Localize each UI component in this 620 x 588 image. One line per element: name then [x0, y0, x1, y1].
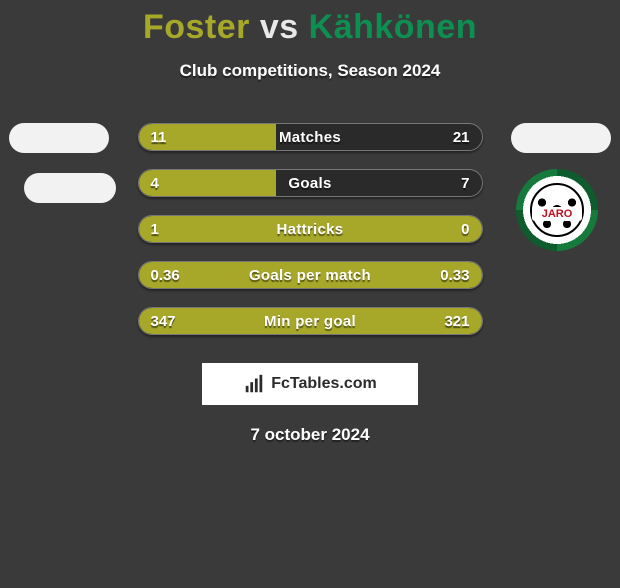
club-name-banner: JARO [532, 207, 582, 221]
stat-value-right: 21 [453, 124, 470, 150]
stat-row: 1Hattricks0 [138, 215, 483, 243]
brand-text: FcTables.com [271, 375, 377, 393]
stat-row: 0.36Goals per match0.33 [138, 261, 483, 289]
stat-label: Goals per match [139, 262, 482, 288]
player1-name: Foster [143, 8, 250, 46]
brand-box[interactable]: FcTables.com [202, 363, 418, 405]
subtitle: Club competitions, Season 2024 [0, 61, 620, 81]
player1-club-badge [24, 173, 116, 203]
stat-value-right: 0.33 [440, 262, 469, 288]
stat-row: 347Min per goal321 [138, 307, 483, 335]
comparison-content: JARO 11Matches21 4Goals7 1Hattricks0 0.36Go… [0, 123, 620, 335]
player2-name: Kähkönen [309, 8, 477, 46]
bar-chart-icon [243, 373, 265, 395]
stat-label: Goals [139, 170, 482, 196]
stat-value-right: 7 [461, 170, 469, 196]
stat-label: Min per goal [139, 308, 482, 334]
player2-club-badge: JARO [516, 169, 598, 251]
stat-value-right: 0 [461, 216, 469, 242]
stat-label: Matches [139, 124, 482, 150]
stat-value-right: 321 [444, 308, 469, 334]
stat-label: Hattricks [139, 216, 482, 242]
player2-avatar [511, 123, 611, 153]
comparison-title: Foster vs Kähkönen [0, 8, 620, 47]
player1-avatar [9, 123, 109, 153]
stat-bars: 11Matches21 4Goals7 1Hattricks0 0.36Goals p… [138, 123, 483, 335]
date-text: 7 october 2024 [0, 425, 620, 445]
vs-separator: vs [260, 8, 299, 46]
stat-row: 4Goals7 [138, 169, 483, 197]
stat-row: 11Matches21 [138, 123, 483, 151]
